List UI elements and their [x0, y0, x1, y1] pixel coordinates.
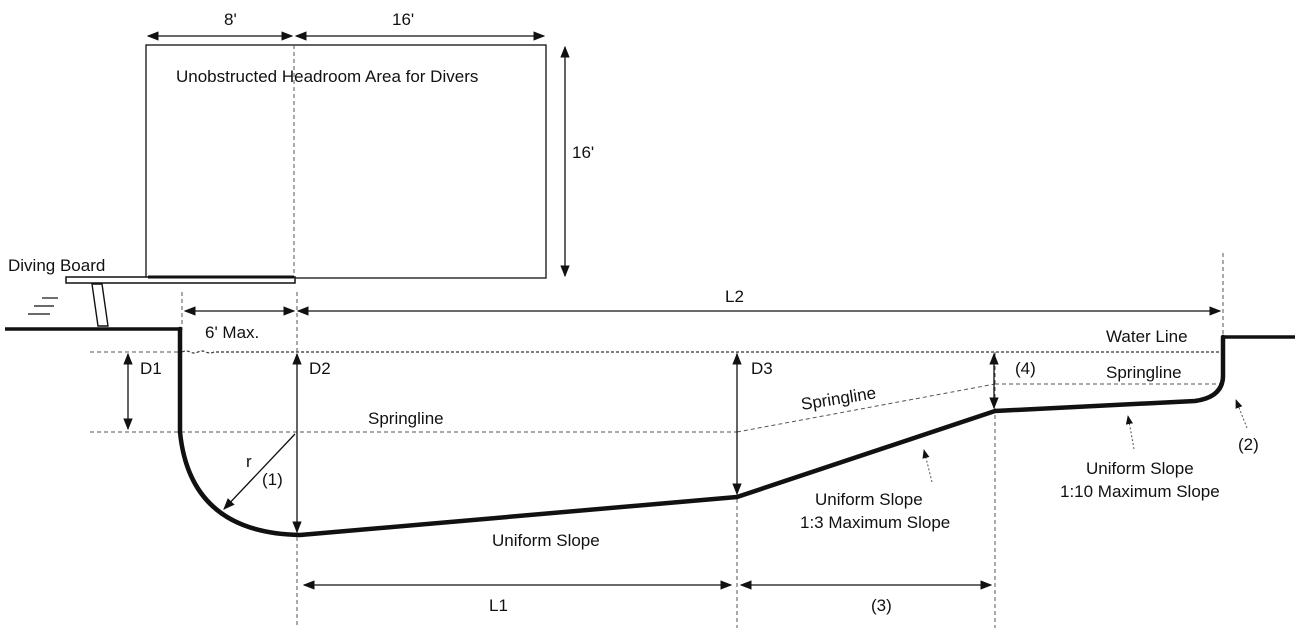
springline-slanted-line	[736, 383, 996, 433]
uniform-slope-mid-line2: 1:3 Maximum Slope	[800, 513, 950, 532]
note-3-label: (3)	[871, 596, 892, 615]
radius-label: r	[246, 452, 252, 471]
note-4-label: (4)	[1015, 359, 1036, 378]
diving-board-label: Diving Board	[8, 256, 105, 275]
dim-16ft-top-label: 16'	[392, 10, 414, 29]
l1-label: L1	[489, 596, 508, 615]
d3-label: D3	[751, 359, 773, 378]
d1-label: D1	[140, 359, 162, 378]
note-2-pointer	[1235, 399, 1248, 429]
uniform-slope-right-line2: 1:10 Maximum Slope	[1060, 482, 1220, 501]
uniform-slope-mid-line1: Uniform Slope	[815, 490, 923, 509]
note-2-label: (2)	[1238, 435, 1259, 454]
pool-profile	[177, 326, 1226, 538]
note-1-label: (1)	[262, 470, 283, 489]
uniform-slope-right-line1: Uniform Slope	[1086, 459, 1194, 478]
headroom-title: Unobstructed Headroom Area for Divers	[176, 67, 478, 86]
radius-arrow	[223, 433, 296, 510]
six-ft-max-label: 6' Max.	[205, 323, 259, 342]
mid-slope-pointer	[922, 449, 933, 483]
l2-label: L2	[725, 287, 744, 306]
springline-right-label: Springline	[1106, 363, 1182, 382]
right-slope-pointer	[1125, 415, 1135, 450]
springline-left-label: Springline	[368, 409, 444, 428]
water-line-label: Water Line	[1106, 327, 1188, 346]
uniform-slope-bottom-label: Uniform Slope	[492, 531, 600, 550]
water-line	[181, 350, 1224, 354]
board-stand	[91, 283, 109, 327]
headroom-box	[145, 44, 547, 279]
dim-8ft-label: 8'	[224, 10, 237, 29]
d2-label: D2	[309, 359, 331, 378]
springline-slanted-label: Springline	[800, 383, 878, 414]
dim-16ft-side-label: 16'	[572, 143, 594, 162]
